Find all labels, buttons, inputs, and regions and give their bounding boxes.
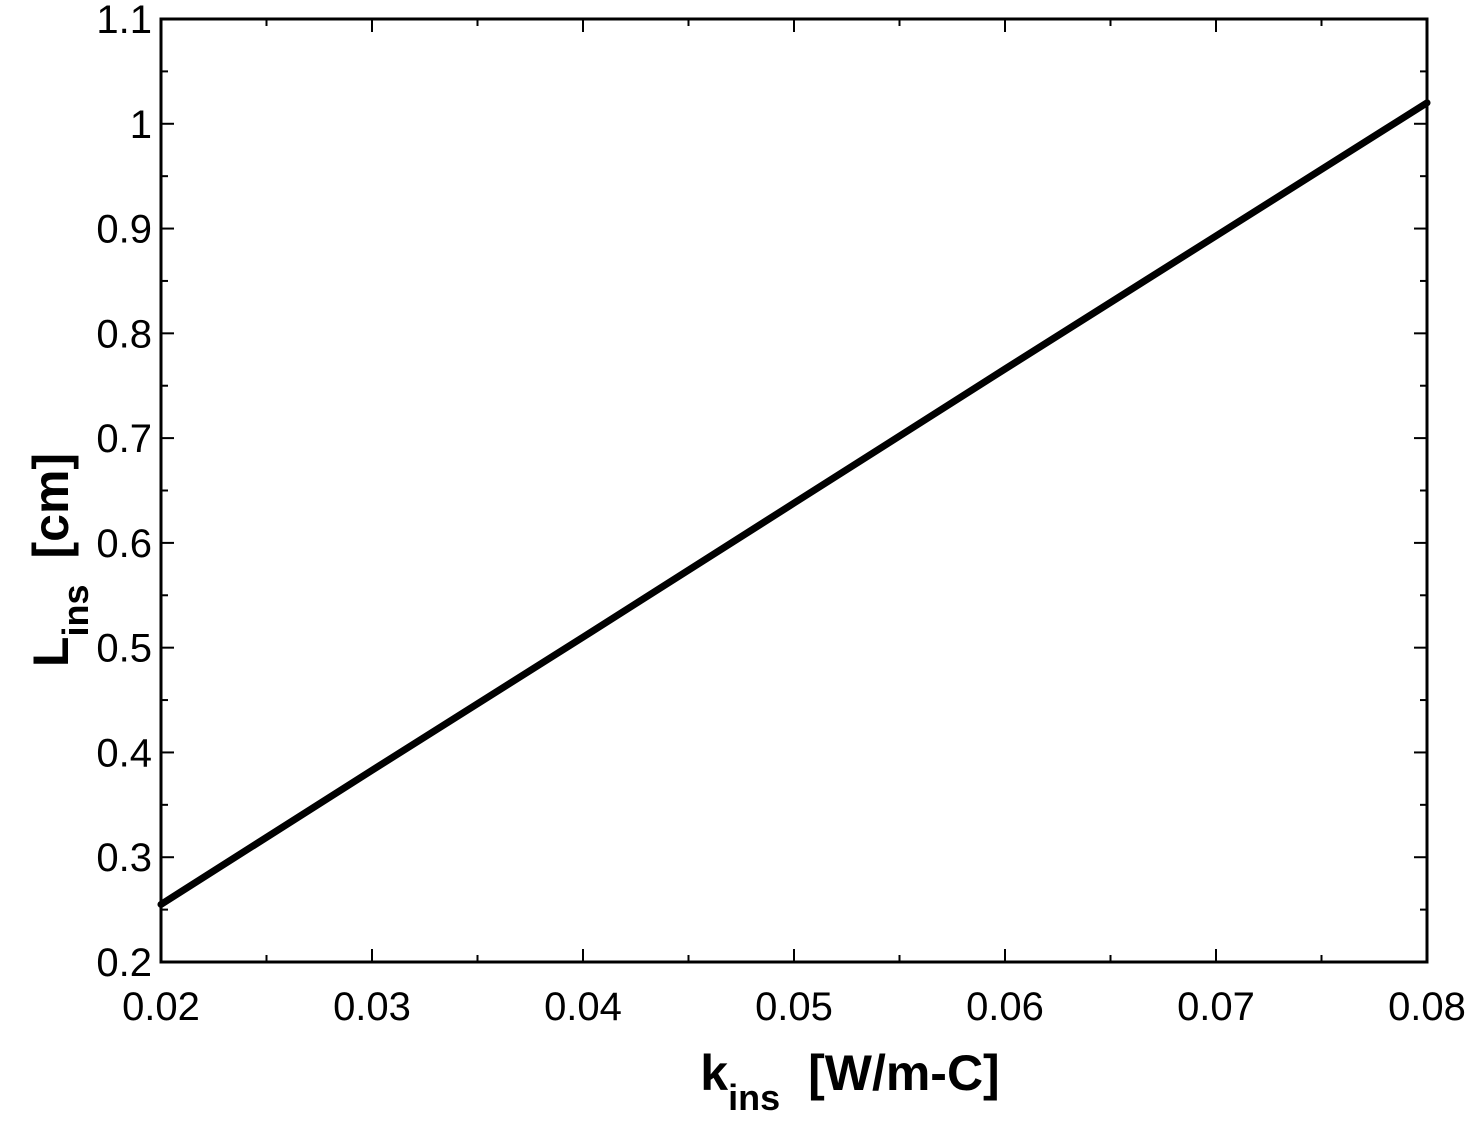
tick-labels: 0.02 0.03 0.04 0.05 0.06 0.07 0.08 0.2 0.3 0.4 0.5… bbox=[96, 0, 1466, 1029]
axis-ticks bbox=[160, 18, 1428, 963]
y-tick-label: 0.5 bbox=[96, 627, 152, 671]
x-tick-label: 0.02 bbox=[122, 985, 200, 1029]
x-tick-label: 0.07 bbox=[1177, 985, 1255, 1029]
x-axis-title-subscript: ins bbox=[728, 1077, 780, 1118]
x-tick-label: 0.03 bbox=[333, 985, 411, 1029]
y-tick-label: 1.1 bbox=[96, 0, 152, 42]
x-tick-label: 0.05 bbox=[755, 985, 833, 1029]
y-tick-label: 1 bbox=[130, 103, 152, 147]
y-axis-title-subscript: ins bbox=[55, 585, 96, 637]
y-axis-title-main: L bbox=[23, 637, 79, 668]
series-line bbox=[157, 99, 1431, 908]
y-tick-label: 0.7 bbox=[96, 417, 152, 461]
x-axis-title-unit: [W/m-C] bbox=[808, 1045, 1000, 1101]
plot-frame bbox=[159, 17, 1429, 964]
y-axis-title: Lins [cm] bbox=[23, 453, 96, 667]
x-axis-title-main: k bbox=[700, 1045, 728, 1101]
x-tick-label: 0.08 bbox=[1388, 985, 1466, 1029]
x-axis-title: kins [W/m-C] bbox=[700, 1045, 999, 1118]
y-tick-label: 0.2 bbox=[96, 941, 152, 985]
y-tick-label: 0.3 bbox=[96, 836, 152, 880]
y-tick-label: 0.8 bbox=[96, 312, 152, 356]
x-tick-label: 0.04 bbox=[544, 985, 622, 1029]
y-tick-label: 0.9 bbox=[96, 208, 152, 252]
y-axis-title-unit: [cm] bbox=[23, 453, 79, 559]
y-tick-label: 0.6 bbox=[96, 522, 152, 566]
y-tick-label: 0.4 bbox=[96, 731, 152, 775]
x-tick-label: 0.06 bbox=[966, 985, 1044, 1029]
series-group bbox=[157, 99, 1431, 908]
